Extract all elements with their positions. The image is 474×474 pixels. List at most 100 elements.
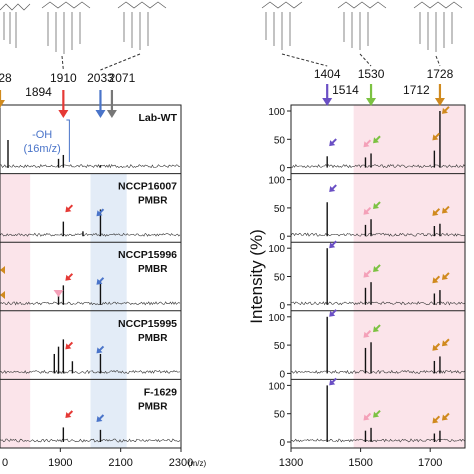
left-top-arrow-head	[58, 110, 69, 118]
y-tick-label: 0	[279, 438, 285, 449]
y-axis-title: Intensity (%)	[247, 229, 266, 323]
orange-arrow-head	[432, 344, 439, 351]
baseline-trace	[0, 163, 181, 169]
blue-arrow	[96, 208, 105, 217]
right-top-peak-label: 1514	[332, 83, 359, 97]
left-top-peak-label: 2033	[87, 71, 114, 85]
orange-arrow	[432, 132, 441, 141]
orange-arrow-head	[441, 273, 448, 280]
red-arrow	[65, 273, 74, 281]
structure-4	[261, 1, 303, 50]
x-tick-label: 1700	[418, 457, 442, 469]
blue-arrow	[96, 345, 105, 354]
green-arrow	[373, 324, 381, 333]
pink-arrow	[363, 139, 372, 148]
orange-arrow-head	[441, 107, 448, 114]
left-top-arrow	[0, 90, 5, 108]
red-arrow	[65, 410, 74, 418]
red-arrow-head	[65, 412, 72, 418]
orange-arrow-head	[441, 414, 448, 421]
orange-arrow-head	[432, 134, 439, 141]
purple-arrow-head	[329, 186, 336, 193]
purple-arrow-head	[329, 242, 336, 249]
y-tick-label: 0	[279, 301, 285, 312]
y-tick-label: 50	[274, 273, 286, 284]
purple-arrow	[329, 184, 337, 193]
baseline-trace	[0, 301, 181, 306]
x-tick-label: 1900	[48, 457, 72, 469]
pink-arrow-head	[363, 331, 370, 338]
baseline-trace	[290, 301, 466, 306]
y-tick-label: 50	[274, 341, 286, 352]
right-top-peak-label: 1728	[427, 67, 454, 81]
blue-arrow-head	[96, 210, 103, 217]
orange-arrow	[441, 106, 450, 114]
orange-arrow	[441, 205, 450, 214]
y-tick-label: 0	[279, 232, 285, 243]
right-panel: Intensity (%)1404 15301514172817120501000…	[247, 53, 466, 469]
y-tick-label: 0	[279, 369, 285, 380]
purple-arrow-head	[329, 310, 336, 317]
purple-arrow-head	[329, 140, 336, 147]
annotation-bracket	[66, 119, 70, 162]
green-arrow	[373, 264, 381, 272]
green-arrow-head	[373, 137, 380, 144]
structure-2	[41, 1, 91, 54]
green-arrow	[373, 409, 381, 418]
purple-arrow	[329, 138, 337, 147]
blue-arrow-head	[96, 416, 103, 422]
right-top-arrow	[366, 84, 377, 106]
pink-arrow-head	[363, 208, 370, 215]
shade-pink-3	[0, 310, 31, 380]
green-arrow-head	[373, 203, 380, 210]
baseline-trace	[290, 164, 466, 169]
y-tick-label: 100	[268, 244, 285, 255]
orange-arrow-head	[432, 417, 439, 424]
x-tick-label-partial: 0	[2, 457, 8, 469]
right-top-arrow-head	[434, 98, 445, 106]
orange-arrow	[432, 343, 441, 351]
left-top-peak-label: 28	[0, 71, 12, 85]
pink-arrow	[363, 206, 372, 215]
orange-arrow-head	[441, 207, 448, 214]
y-tick-label: 50	[274, 135, 286, 146]
right-top-arrow	[434, 84, 445, 106]
y-tick-label: 100	[268, 176, 285, 187]
green-arrow	[373, 201, 381, 210]
orange-arrow-head	[432, 209, 439, 216]
y-tick-label: 0	[279, 164, 285, 175]
orange-edge-arrow	[0, 291, 5, 299]
red-arrow-head	[65, 206, 72, 213]
pink-arrow	[363, 330, 372, 338]
purple-arrow-head	[329, 379, 336, 386]
y-tick-label: 50	[274, 410, 286, 421]
right-top-arrow-head	[366, 98, 377, 106]
red-arrow-head	[65, 274, 72, 281]
structure-6	[413, 1, 463, 52]
left-top-arrow-head	[106, 110, 117, 118]
series-sublabel: PMBR	[138, 196, 168, 207]
shade-pink-1	[0, 173, 31, 243]
green-arrow-head	[373, 265, 380, 272]
right-top-arrow-head	[322, 98, 333, 106]
left-top-arrow	[95, 90, 106, 118]
shade-blue-1	[90, 173, 127, 243]
connector-dashed	[100, 53, 141, 71]
y-tick-label: 100	[268, 107, 285, 118]
series-label: NCCP16007	[118, 181, 177, 193]
shade-blue-4	[90, 379, 127, 448]
pink-arrow-head	[363, 271, 370, 278]
baseline-trace	[290, 232, 466, 237]
orange-arrow-head	[441, 340, 448, 347]
series-label: Lab-WT	[139, 112, 178, 124]
structure-3	[117, 1, 167, 50]
x-axis-unit: (m/z)	[188, 459, 207, 468]
left-top-peak-label: 1894	[25, 85, 52, 99]
connector-dashed	[359, 53, 372, 67]
series-sublabel: PMBR	[138, 333, 168, 344]
orange-edge-arrow	[0, 266, 5, 274]
glycan-structures	[0, 1, 463, 54]
pink-arrow	[53, 290, 64, 297]
left-top-arrow	[106, 90, 117, 118]
